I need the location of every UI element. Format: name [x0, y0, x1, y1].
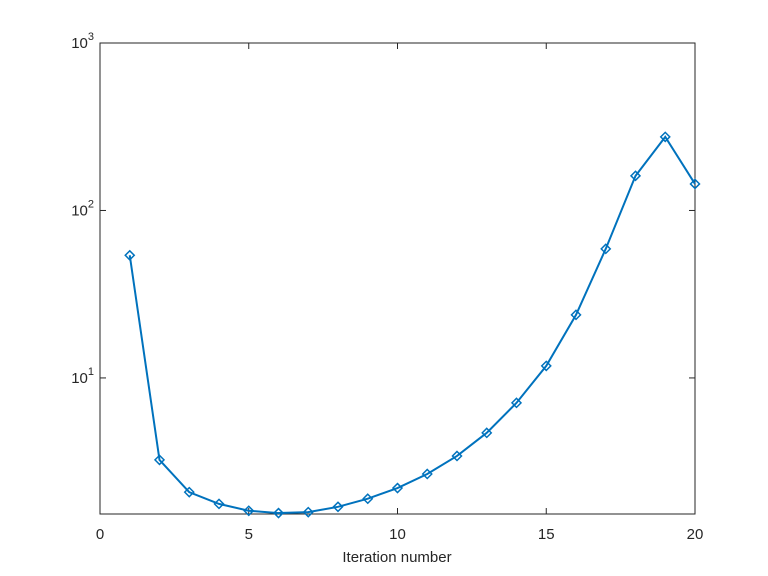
data-point — [659, 131, 671, 143]
data-point — [481, 427, 493, 439]
data-point — [243, 505, 255, 517]
y-tick-exponent: 1 — [88, 366, 94, 378]
data-point — [302, 506, 314, 518]
data-point — [629, 170, 642, 182]
axes-box — [99, 42, 696, 515]
data-point — [153, 454, 166, 466]
x-tick-label: 20 — [687, 526, 704, 543]
y-tick-label: 101 — [71, 366, 94, 387]
data-point — [689, 178, 701, 190]
data-point — [272, 507, 285, 519]
data-point — [183, 486, 195, 498]
y-tick-exponent: 3 — [88, 31, 94, 43]
data-point — [451, 450, 463, 462]
x-tick-label: 15 — [538, 526, 555, 543]
y-tick-exponent: 2 — [88, 198, 94, 210]
data-point — [332, 501, 344, 513]
y-tick-label: 102 — [71, 198, 94, 219]
data-point — [213, 498, 225, 510]
x-axis-label: Iteration number — [342, 549, 451, 566]
y-tick-label: 103 — [71, 31, 94, 52]
data-point — [510, 397, 523, 409]
data-point — [124, 249, 136, 261]
data-point — [391, 482, 404, 494]
y-tick-base: 10 — [71, 202, 88, 219]
data-point — [600, 243, 612, 255]
data-point — [540, 360, 552, 372]
x-tick-label: 10 — [389, 526, 406, 543]
y-tick-base: 10 — [71, 370, 88, 387]
y-tick-base: 10 — [71, 35, 88, 52]
data-point — [570, 309, 582, 321]
x-tick-label: 5 — [245, 526, 253, 543]
data-line — [128, 135, 696, 515]
data-point — [421, 468, 433, 480]
data-point — [362, 493, 374, 505]
x-tick-label: 0 — [96, 526, 104, 543]
